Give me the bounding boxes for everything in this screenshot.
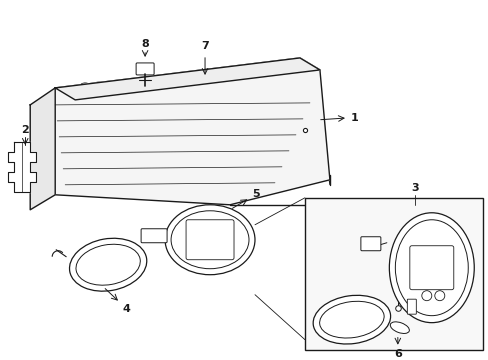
- Text: 3: 3: [410, 183, 418, 193]
- Polygon shape: [55, 58, 319, 100]
- Text: 2: 2: [21, 125, 29, 135]
- Text: 4: 4: [122, 304, 130, 314]
- FancyBboxPatch shape: [305, 198, 482, 350]
- Text: 5: 5: [252, 189, 259, 199]
- Polygon shape: [55, 58, 329, 205]
- Polygon shape: [8, 142, 36, 192]
- FancyBboxPatch shape: [360, 237, 380, 251]
- Text: 7: 7: [201, 41, 208, 51]
- Ellipse shape: [69, 238, 146, 291]
- FancyBboxPatch shape: [407, 299, 415, 314]
- Text: 8: 8: [141, 39, 149, 49]
- Ellipse shape: [388, 213, 473, 323]
- Ellipse shape: [165, 205, 254, 275]
- FancyBboxPatch shape: [141, 229, 167, 243]
- Text: 6: 6: [393, 348, 401, 359]
- Ellipse shape: [389, 322, 408, 333]
- Text: 1: 1: [350, 113, 358, 123]
- Polygon shape: [30, 88, 55, 210]
- FancyBboxPatch shape: [185, 220, 234, 260]
- FancyBboxPatch shape: [136, 63, 154, 75]
- Ellipse shape: [312, 295, 390, 344]
- FancyBboxPatch shape: [409, 246, 453, 290]
